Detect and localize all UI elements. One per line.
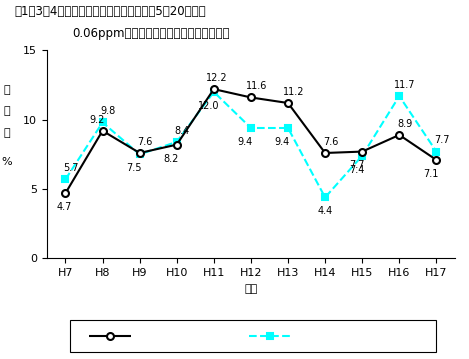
Text: 百: 百 — [4, 85, 10, 95]
Text: 四日市地域: 四日市地域 — [138, 331, 170, 341]
Text: 5.7: 5.7 — [63, 163, 79, 173]
Text: 7.4: 7.4 — [349, 165, 364, 174]
Text: 7.7: 7.7 — [349, 160, 364, 171]
Text: 7.6: 7.6 — [323, 137, 338, 147]
Text: 7.1: 7.1 — [423, 169, 439, 179]
Text: 7.5: 7.5 — [126, 163, 142, 173]
Text: 分: 分 — [4, 106, 10, 116]
Text: 9.4: 9.4 — [275, 137, 290, 147]
Text: 7.7: 7.7 — [434, 135, 450, 145]
Text: 8.9: 8.9 — [397, 119, 412, 129]
Text: 三重県全域（尾鷹市測定除く）: 三重県全域（尾鷹市測定除く） — [298, 331, 386, 341]
Text: 図1－3－4　光化学オキシダント昼間値（5～20時）が: 図1－3－4 光化学オキシダント昼間値（5～20時）が — [14, 5, 206, 18]
Text: 9.8: 9.8 — [100, 106, 116, 116]
Text: 4.4: 4.4 — [318, 206, 333, 216]
Text: 8.4: 8.4 — [174, 126, 190, 136]
Text: 12.2: 12.2 — [206, 73, 227, 83]
Text: 12.0: 12.0 — [197, 101, 219, 111]
Text: 率: 率 — [4, 128, 10, 138]
Text: 11.7: 11.7 — [394, 80, 416, 90]
Text: 9.4: 9.4 — [238, 137, 253, 147]
Text: 11.6: 11.6 — [246, 81, 267, 91]
Text: 0.06ppmを超えた時間数の割合の経年変化: 0.06ppmを超えた時間数の割合の経年変化 — [73, 27, 230, 40]
Text: 4.7: 4.7 — [56, 202, 72, 212]
Text: 11.2: 11.2 — [283, 87, 304, 97]
Text: 9.2: 9.2 — [89, 115, 105, 125]
Text: 8.2: 8.2 — [164, 154, 179, 164]
Text: %: % — [2, 157, 12, 167]
X-axis label: 年度: 年度 — [244, 284, 257, 294]
Text: 7.6: 7.6 — [137, 137, 153, 147]
